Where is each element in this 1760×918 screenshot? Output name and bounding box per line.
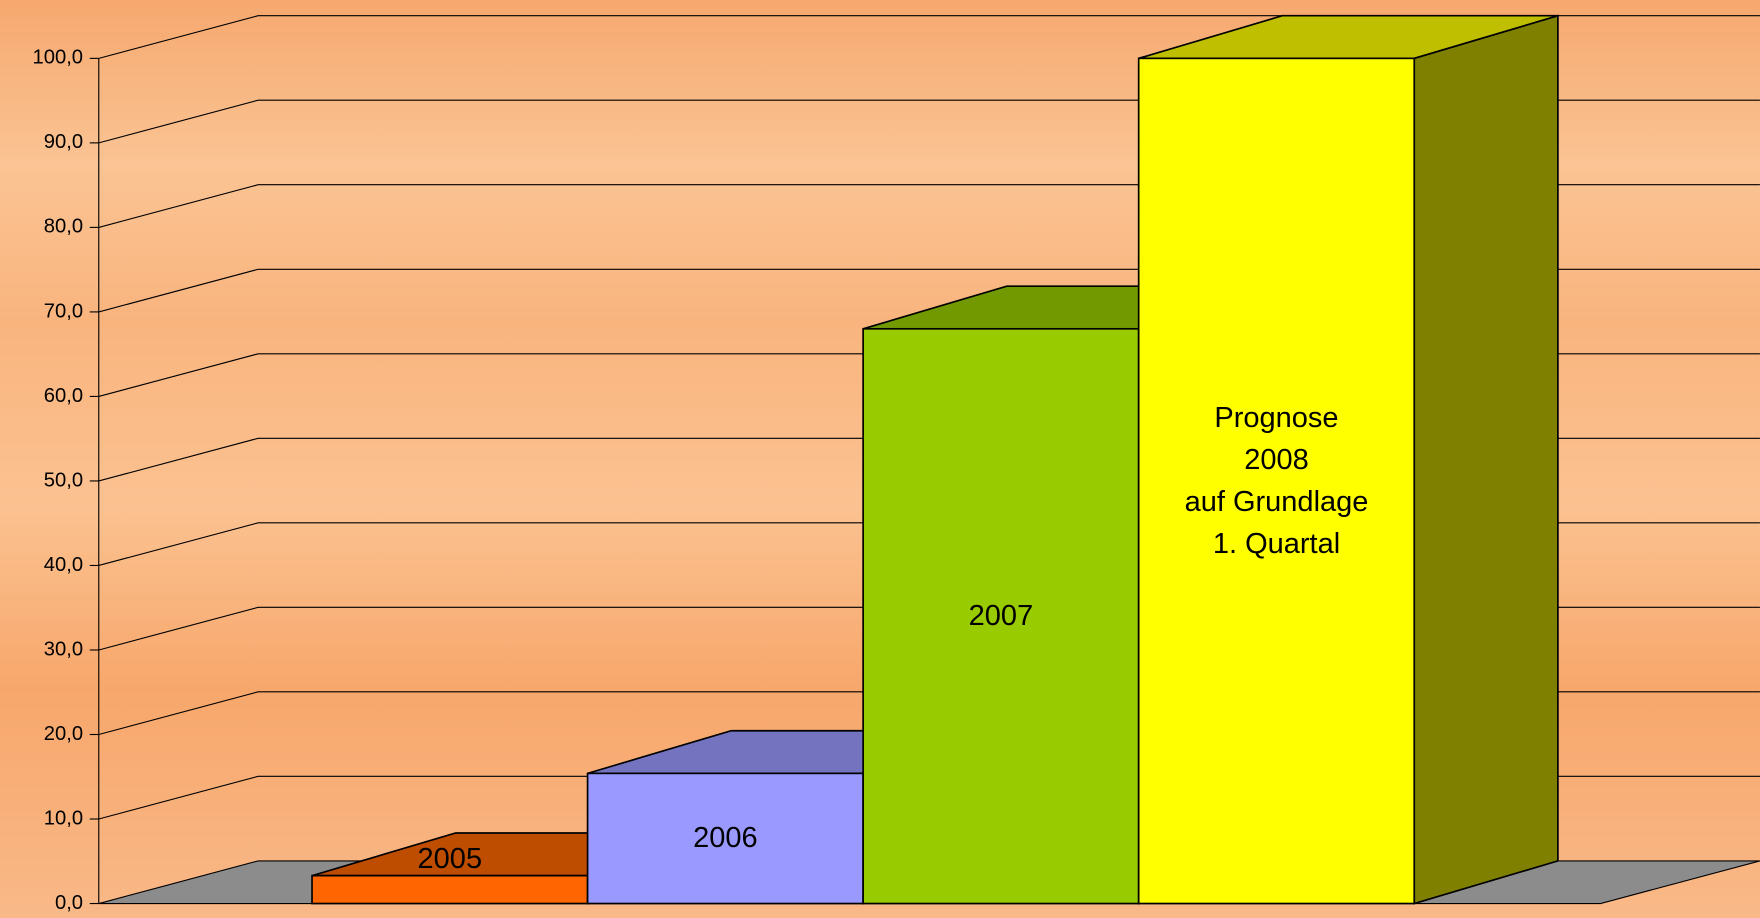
bar xyxy=(1137,57,1416,905)
y-tick-label: 60,0 xyxy=(44,385,83,407)
y-tick-label: 30,0 xyxy=(44,638,83,660)
y-tick-label: 40,0 xyxy=(44,554,83,576)
bar-label: Prognose 2008 auf Grundlage 1. Quartal xyxy=(1184,401,1369,560)
y-tick-label: 20,0 xyxy=(44,723,83,745)
y-tick-label: 10,0 xyxy=(44,807,83,829)
grid-line xyxy=(98,15,1760,59)
bar-side xyxy=(1413,14,1559,905)
y-tick-label: 0,0 xyxy=(55,892,83,914)
y-tick-label: 50,0 xyxy=(44,469,83,491)
y-tick-label: 90,0 xyxy=(44,131,83,153)
y-tick-label: 70,0 xyxy=(44,300,83,322)
bar xyxy=(586,772,864,905)
bar-label: 2005 xyxy=(417,842,483,875)
y-tick-label: 80,0 xyxy=(44,216,83,238)
y-tick-label: 100,0 xyxy=(33,47,84,69)
bar xyxy=(311,874,589,905)
bar-label: 2006 xyxy=(693,822,758,855)
bar-label: 2007 xyxy=(968,600,1034,633)
bar xyxy=(862,327,1140,905)
